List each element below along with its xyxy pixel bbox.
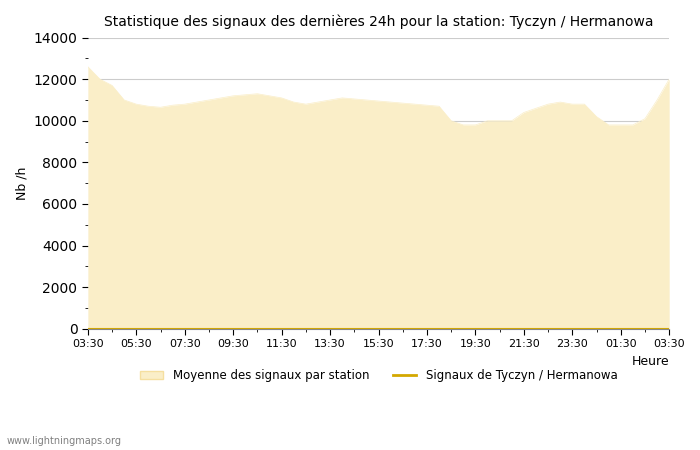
Text: www.lightningmaps.org: www.lightningmaps.org [7, 436, 122, 446]
Legend: Moyenne des signaux par station, Signaux de Tyczyn / Hermanowa: Moyenne des signaux par station, Signaux… [135, 364, 622, 387]
Y-axis label: Nb /h: Nb /h [15, 166, 28, 200]
X-axis label: Heure: Heure [631, 355, 669, 368]
Title: Statistique des signaux des dernières 24h pour la station: Tyczyn / Hermanowa: Statistique des signaux des dernières 24… [104, 15, 653, 30]
